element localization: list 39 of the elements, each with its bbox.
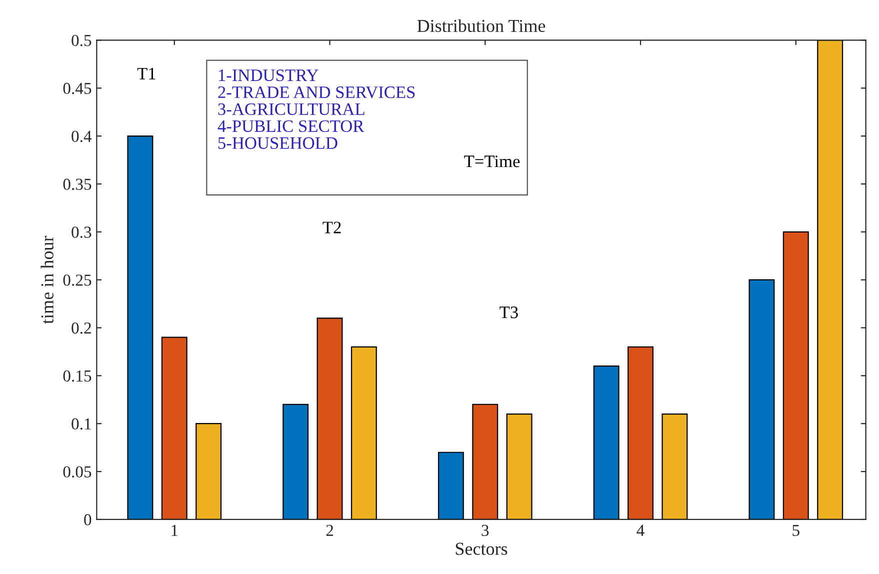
x-tick-label: 4	[636, 524, 644, 536]
annotation: 1-INDUSTRY 2-TRADE AND SERVICES 3-AGRICULTURAL 4-PUBLIC SECTOR 5-HOUSEHOLD	[218, 69, 415, 149]
bar	[350, 346, 377, 520]
x-tick-label: 3	[482, 524, 489, 536]
y-tick-label: 0.45	[63, 82, 92, 94]
annotation: T2	[322, 222, 341, 234]
bar	[593, 366, 620, 520]
bar	[817, 40, 844, 520]
bar	[506, 413, 532, 520]
y-tick-label: 0.25	[63, 274, 92, 286]
y-tick-label: 0.4	[72, 130, 92, 142]
y-tick-label: 0.05	[63, 466, 92, 478]
bar	[438, 452, 464, 520]
y-tick-label: 0.5	[72, 34, 92, 46]
bar	[662, 413, 688, 520]
chart-title: Distribution Time	[417, 19, 546, 32]
y-tick-label: 0.3	[72, 226, 92, 238]
y-tick-label: 0.1	[72, 418, 91, 430]
bar	[161, 336, 188, 520]
bar	[472, 404, 498, 520]
y-tick-label: 0.15	[63, 370, 92, 382]
y-axis-title: time in hour	[40, 236, 54, 324]
bar	[748, 279, 775, 520]
y-tick-label: 0.35	[63, 178, 92, 190]
bar	[196, 423, 222, 520]
y-tick-label: 0	[84, 514, 92, 526]
x-tick-label: 2	[326, 524, 334, 536]
bar	[127, 135, 154, 520]
annotation: T1	[137, 68, 156, 80]
bar	[282, 404, 309, 520]
annotation: T3	[500, 306, 518, 318]
bar	[782, 231, 809, 520]
annotation: T=Time	[464, 156, 520, 168]
x-axis-title: Sectors	[456, 542, 508, 555]
bar	[316, 318, 343, 520]
y-tick-label: 0.2	[72, 322, 91, 334]
x-tick-label: 1	[172, 524, 178, 536]
x-tick-label: 5	[792, 524, 800, 536]
bar	[628, 346, 654, 520]
